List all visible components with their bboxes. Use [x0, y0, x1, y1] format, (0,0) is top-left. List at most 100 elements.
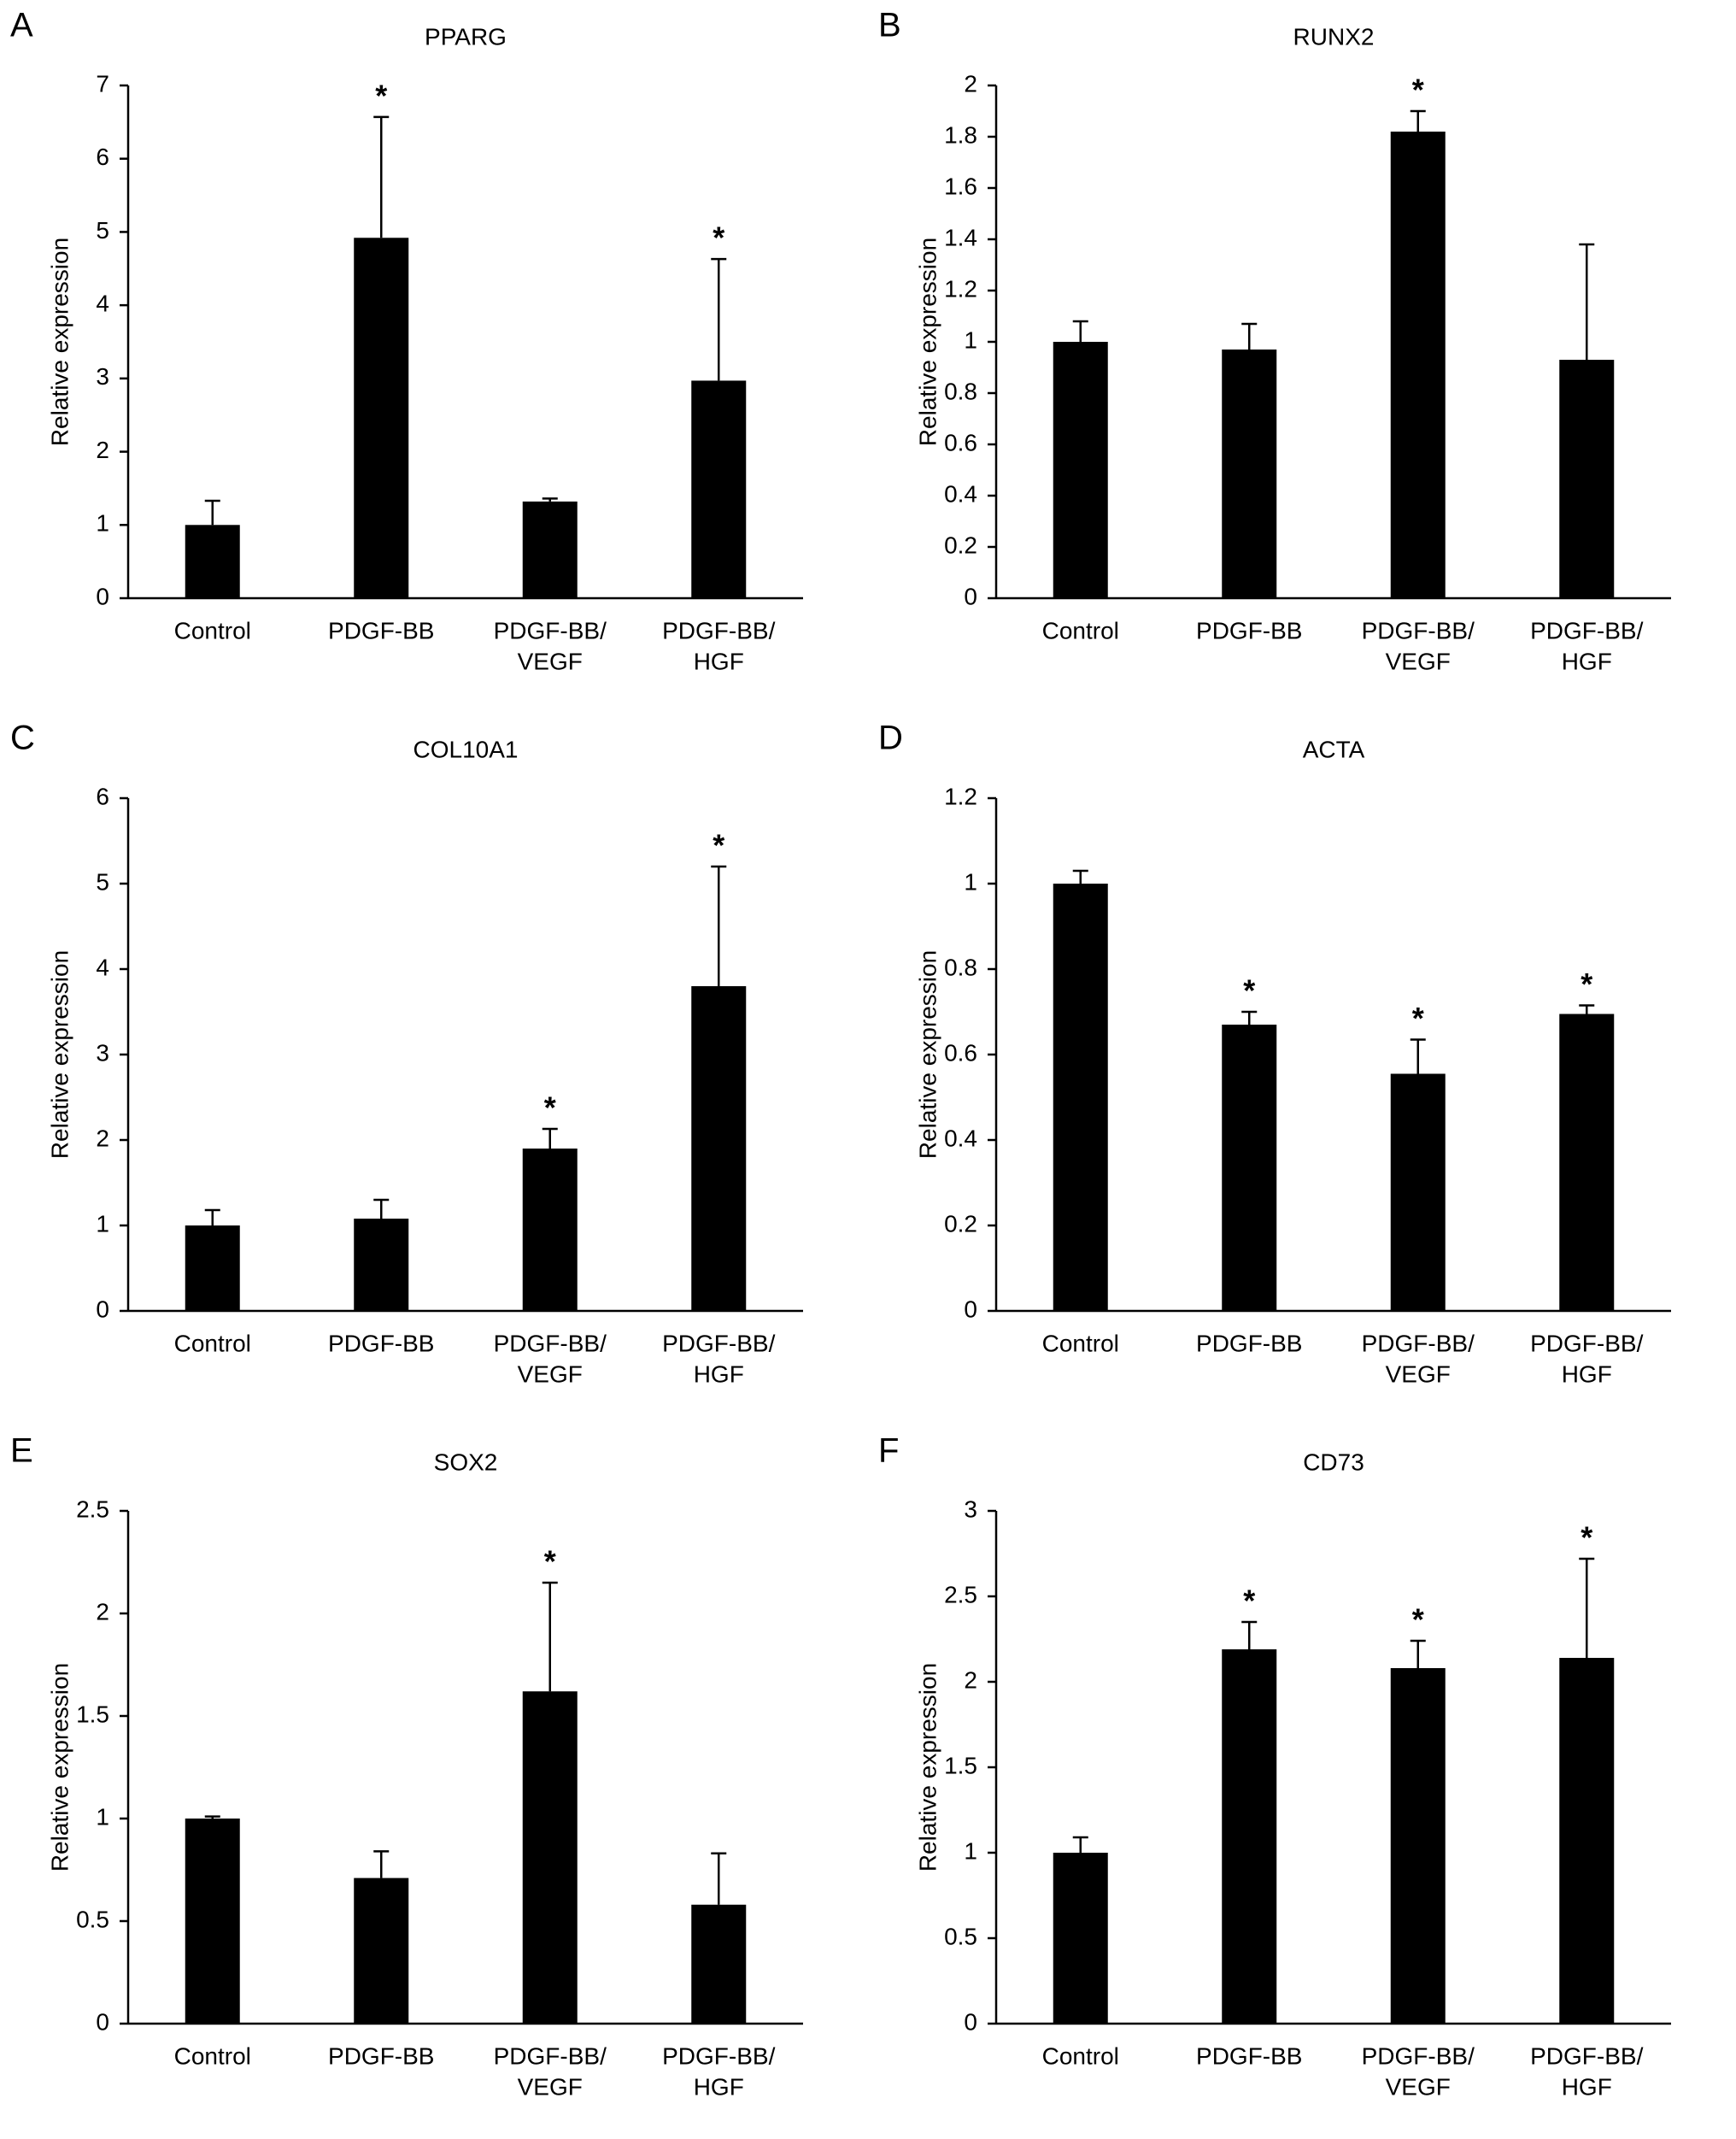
chart-title: RUNX2	[1293, 23, 1375, 50]
y-tick-label: 0.8	[944, 954, 977, 980]
bar	[522, 1691, 578, 2024]
x-tick-label: PDGF-BB	[1196, 1330, 1302, 1356]
error-bar	[711, 1852, 727, 1905]
y-tick-label: 0	[96, 583, 109, 609]
y-tick-label: 1	[96, 1210, 109, 1237]
significance-marker: *	[375, 78, 387, 113]
y-tick-label: 4	[96, 954, 109, 980]
bar	[1390, 1668, 1446, 2024]
y-tick-label: 4	[96, 291, 109, 317]
x-tick-label: PDGF-BB/	[662, 1330, 775, 1356]
significance-marker: *	[544, 1544, 556, 1579]
chart-title: CD73	[1303, 1449, 1364, 1475]
error-bar	[542, 1581, 558, 1692]
bar	[1559, 1658, 1615, 2024]
chart-title: COL10A1	[413, 736, 519, 762]
bar	[522, 1149, 578, 1311]
bar	[185, 1225, 240, 1311]
y-tick-label: 6	[96, 144, 109, 170]
y-tick-label: 0	[964, 2008, 977, 2035]
y-tick-label: 2.5	[944, 1581, 977, 1607]
panel-letter: E	[10, 1432, 33, 1470]
x-tick-label: VEGF	[1386, 648, 1451, 674]
error-bar	[1410, 109, 1426, 132]
bar	[1390, 132, 1446, 598]
y-tick-label: 0	[964, 1296, 977, 1322]
x-tick-label: Control	[1042, 2042, 1119, 2069]
x-tick-label: PDGF-BB	[1196, 2042, 1302, 2069]
y-tick-label: 0.6	[944, 1039, 977, 1066]
x-tick-label: HGF	[694, 1360, 744, 1387]
x-tick-label: PDGF-BB/	[1530, 617, 1643, 643]
y-tick-label: 0.4	[944, 480, 977, 507]
x-tick-label: HGF	[1562, 1360, 1612, 1387]
error-bar	[204, 1815, 220, 1819]
x-tick-label: Control	[174, 2042, 251, 2069]
x-tick-label: PDGF-BB/	[662, 2042, 775, 2069]
error-bar	[1579, 1557, 1595, 1658]
error-bar	[1241, 1010, 1258, 1025]
x-tick-label: PDGF-BB	[328, 2042, 434, 2069]
y-tick-label: 1.6	[944, 173, 977, 199]
panel-letter: B	[878, 7, 901, 44]
y-tick-label: 3	[96, 363, 109, 390]
y-tick-label: 1	[964, 1837, 977, 1864]
x-tick-label: PDGF-BB	[328, 617, 434, 643]
panel-letter: F	[878, 1432, 899, 1470]
y-tick-label: 2	[964, 70, 977, 97]
x-tick-label: PDGF-BB/	[494, 2042, 607, 2069]
y-tick-label: 0.5	[76, 1906, 109, 1932]
error-bar	[373, 1198, 390, 1219]
y-axis-label: Relative expression	[914, 950, 941, 1159]
y-tick-label: 0.2	[944, 532, 977, 558]
y-tick-label: 0	[96, 1296, 109, 1322]
x-tick-label: VEGF	[1386, 2073, 1451, 2100]
error-bar	[204, 1208, 220, 1225]
significance-marker: *	[1581, 1520, 1592, 1555]
bar	[1222, 1649, 1277, 2024]
panel-letter: C	[10, 720, 35, 757]
error-bar	[373, 1850, 390, 1878]
bar	[1559, 360, 1615, 598]
x-tick-label: HGF	[1562, 2073, 1612, 2100]
bar	[354, 1878, 409, 2024]
error-bar	[1072, 320, 1088, 342]
x-tick-label: PDGF-BB/	[494, 1330, 607, 1356]
bar	[1053, 884, 1108, 1311]
y-tick-label: 2	[96, 1598, 109, 1625]
bar	[354, 1219, 409, 1311]
y-tick-label: 5	[96, 217, 109, 244]
error-bar	[1579, 243, 1595, 360]
y-tick-label: 1.4	[944, 224, 977, 250]
bar	[1559, 1014, 1615, 1311]
y-tick-label: 1.5	[76, 1701, 109, 1727]
y-tick-label: 3	[964, 1496, 977, 1522]
x-tick-label: PDGF-BB/	[1362, 617, 1475, 643]
y-tick-label: 1.2	[944, 275, 977, 302]
y-tick-label: 2	[964, 1666, 977, 1693]
x-tick-label: VEGF	[518, 1360, 583, 1387]
y-tick-label: 1	[96, 1803, 109, 1830]
x-tick-label: PDGF-BB/	[494, 617, 607, 643]
y-tick-label: 5	[96, 868, 109, 895]
x-tick-label: Control	[1042, 617, 1119, 643]
significance-marker: *	[1412, 73, 1424, 108]
y-tick-label: 2	[96, 437, 109, 463]
chart-panel: E SOX2 Relative expression 0 0.5 1 1.5 2 2.5 Cont…	[10, 1432, 803, 2100]
error-bar	[1579, 1004, 1595, 1014]
error-bar	[542, 497, 558, 502]
x-tick-label: PDGF-BB/	[1530, 2042, 1643, 2069]
chart-panel: F CD73 Relative expression 0 0.5 1 1.5 2 2.5 3 Con…	[878, 1432, 1671, 2100]
panel-letter: A	[10, 7, 33, 44]
chart-panel: D ACTA Relative expression 0 0.2 0.4 0.6 0.8 1 1.…	[878, 720, 1671, 1387]
bar	[185, 525, 240, 598]
bar	[185, 1819, 240, 2024]
chart-panel: A PPARG Relative expression 0 1 2 3 4 5 6 7 Control…	[10, 7, 803, 674]
x-tick-label: PDGF-BB	[1196, 617, 1302, 643]
chart-title: PPARG	[425, 23, 507, 50]
significance-marker: *	[1243, 973, 1255, 1008]
error-bar	[1072, 1836, 1088, 1853]
error-bar	[542, 1127, 558, 1149]
y-tick-label: 1	[96, 510, 109, 537]
